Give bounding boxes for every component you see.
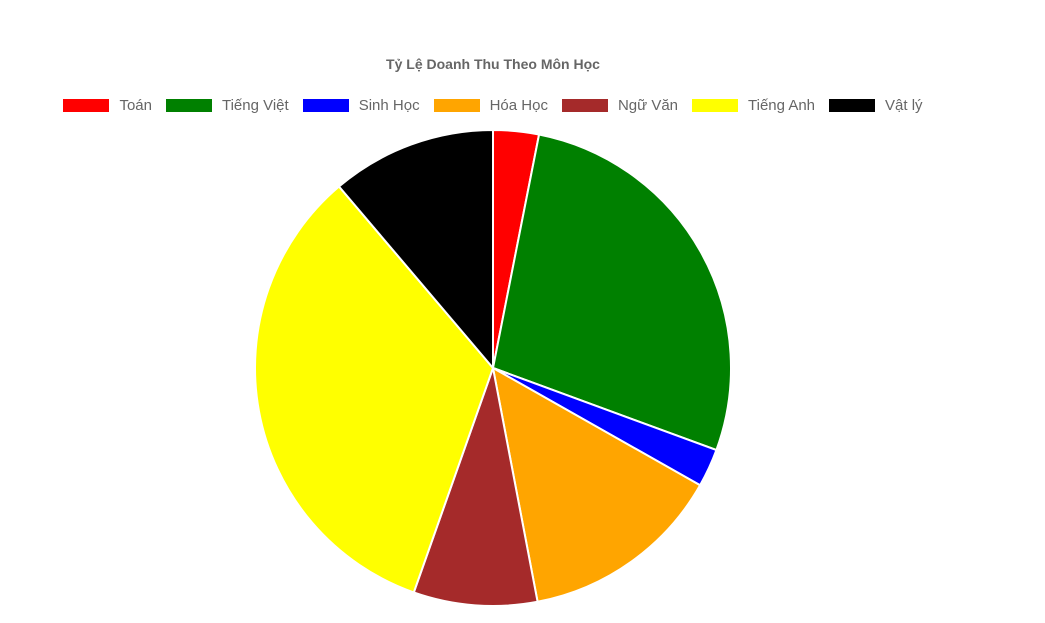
legend-label: Ngữ Văn [617,97,679,114]
legend-label: Tiếng Việt [221,97,289,114]
legend-swatch [829,99,876,112]
pie-slice[interactable] [491,366,702,603]
legend-label: Tiếng Anh [748,97,816,114]
legend-swatch [302,99,349,112]
chart-legend: Toán Tiếng Việt Sinh Học Hóa Học Ngữ Văn Tiến… [0,97,986,114]
legend-swatch [165,99,212,112]
pie-slice[interactable] [412,364,539,607]
pie-slice[interactable] [254,185,495,594]
pie-slice[interactable] [491,133,732,452]
pie-slice[interactable] [337,128,494,371]
legend-item[interactable]: Tiếng Anh [692,97,815,114]
legend-item[interactable]: Hóa Học [433,97,548,114]
legend-item[interactable]: Toán [63,97,152,114]
legend-swatch [433,99,480,112]
legend-label: Hóa Học [489,97,548,114]
legend-item[interactable]: Ngữ Văn [561,97,679,114]
legend-swatch [692,99,739,112]
chart-title: Tỷ Lệ Doanh Thu Theo Môn Học [386,56,600,72]
legend-swatch [63,99,110,112]
legend-item[interactable]: Sinh Học [302,97,420,114]
legend-item[interactable]: Vật lý [829,97,923,114]
legend-label: Toán [119,97,152,114]
legend-label: Sinh Học [358,97,420,114]
legend-swatch [561,99,608,112]
legend-label: Vật lý [885,97,923,114]
legend-item[interactable]: Tiếng Việt [165,97,289,114]
